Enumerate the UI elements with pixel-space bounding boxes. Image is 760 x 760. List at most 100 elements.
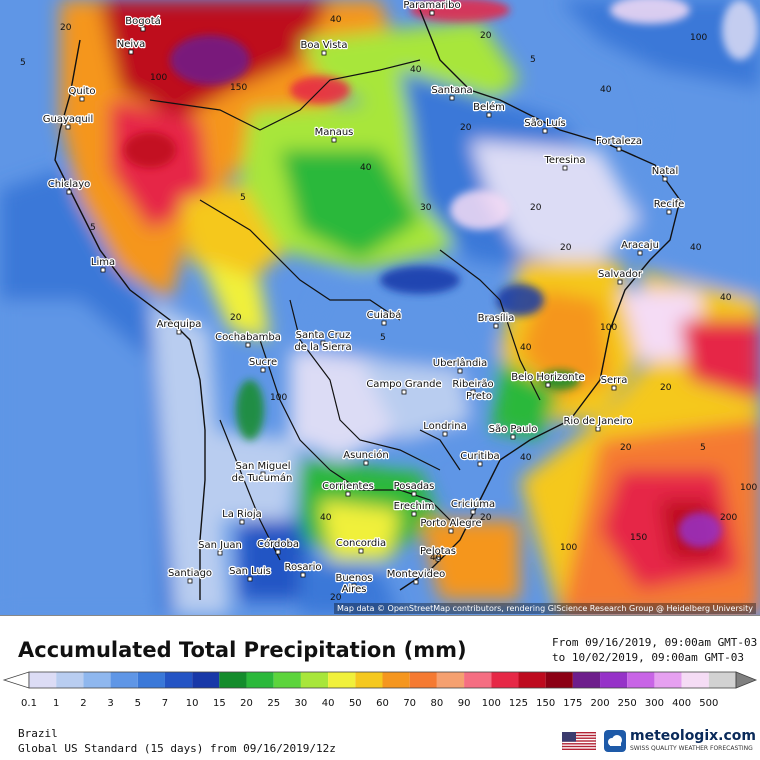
legend-tick-label: 5 xyxy=(135,698,141,709)
city-marker xyxy=(300,572,306,578)
city-marker xyxy=(358,548,364,554)
meteologix-logo[interactable]: meteologix.com SWISS QUALITY WEATHER FOR… xyxy=(604,728,756,758)
legend-swatch xyxy=(409,672,437,688)
city-label: Londrina xyxy=(423,421,467,432)
city-marker xyxy=(321,50,327,56)
legend-tick-label: 20 xyxy=(240,698,253,709)
legend-tick-label: 100 xyxy=(482,698,501,709)
legend-swatch xyxy=(328,672,356,688)
us-flag-icon xyxy=(562,732,596,750)
city-label: Cuiabá xyxy=(367,309,402,321)
city-marker xyxy=(79,96,85,102)
city-label: Manaus xyxy=(315,127,354,138)
city-marker xyxy=(435,556,441,562)
city-marker xyxy=(595,426,601,432)
legend-tick-label: 200 xyxy=(590,698,609,709)
legend-swatch xyxy=(572,672,601,688)
contour-label: 20 xyxy=(330,593,342,603)
city-marker xyxy=(363,460,369,466)
legend-swatch xyxy=(83,672,111,688)
legend-swatch xyxy=(29,672,57,688)
period-from: From 09/16/2019, 09:00am GMT-03 xyxy=(552,636,758,649)
country-borders xyxy=(54,9,681,600)
city-label: Teresina xyxy=(543,155,585,166)
city-marker xyxy=(351,583,357,589)
contour-label: 40 xyxy=(520,343,532,353)
legend-tick-label: 300 xyxy=(645,698,664,709)
period-to: to 10/02/2019, 09:00am GMT-03 xyxy=(552,651,745,664)
city-label: Belém xyxy=(473,101,505,113)
city-label: Lima xyxy=(91,257,115,268)
legend-under-arrow xyxy=(2,671,30,689)
city-marker xyxy=(345,491,351,497)
city-marker xyxy=(470,389,476,395)
legend-swatch xyxy=(464,672,492,688)
cloud-logo-icon xyxy=(604,730,626,752)
city-label: Curitiba xyxy=(460,451,499,462)
city-label: Aires xyxy=(342,584,367,595)
legend-swatch xyxy=(137,672,165,688)
city-label: São Luís xyxy=(524,117,566,129)
city-label: Boa Vista xyxy=(301,40,348,51)
legend-tick-label: 80 xyxy=(431,698,444,709)
contour-label: 20 xyxy=(660,383,672,393)
city-marker xyxy=(65,124,71,130)
legend-swatch xyxy=(164,672,193,688)
city-label: San Juan xyxy=(198,540,242,551)
city-marker xyxy=(411,491,417,497)
legend-swatch xyxy=(654,672,682,688)
city-label: Brasília xyxy=(478,312,515,324)
city-label: Posadas xyxy=(394,481,435,492)
city-label: Neiva xyxy=(117,39,145,50)
legend-frame xyxy=(28,671,737,689)
contour-label: 20 xyxy=(480,31,492,41)
city-marker xyxy=(611,385,617,391)
city-label: Paramaribo xyxy=(403,0,460,11)
city-marker xyxy=(411,511,417,517)
pacific-coastline xyxy=(54,39,206,600)
city-marker xyxy=(140,26,146,32)
contour-label: 150 xyxy=(630,533,647,543)
city-marker xyxy=(217,550,223,556)
contour-label: 40 xyxy=(330,15,342,25)
city-label: Fortaleza xyxy=(596,136,642,147)
legend-tick-label: 1 xyxy=(53,698,59,709)
city-label: La Rioja xyxy=(222,509,262,520)
city-marker xyxy=(449,95,455,101)
city-marker xyxy=(616,146,622,152)
legend-tick-label: 70 xyxy=(403,698,416,709)
city-label: Uberlândia xyxy=(433,357,487,369)
city-label: Campo Grande xyxy=(366,379,441,390)
city-marker xyxy=(245,342,251,348)
legend-bar: 0.1 1 2 3 5 7 10 15 20 25 30 40 50 60 70 80 90 100 125 150 1… xyxy=(2,671,758,709)
contour-label: 40 xyxy=(410,65,422,75)
contour-label: 40 xyxy=(360,163,372,173)
map-canvas: Paramaribo Bogotá Neiva Boa Vista Quito Santa… xyxy=(0,0,760,615)
contour-label: 20 xyxy=(480,513,492,523)
contour-label: 100 xyxy=(600,323,617,333)
contour-label: 5 xyxy=(530,55,536,65)
legend-swatch xyxy=(681,672,709,688)
city-label: Concordia xyxy=(336,538,386,549)
legend-swatch xyxy=(56,672,84,688)
city-label: Ribeirão xyxy=(452,379,493,390)
city-marker xyxy=(320,340,326,346)
city-label: Arequipa xyxy=(157,319,202,330)
precipitation-map: Paramaribo Bogotá Neiva Boa Vista Quito Santa… xyxy=(0,0,760,615)
city-marker xyxy=(331,137,337,143)
city-label: Corrientes xyxy=(322,481,374,492)
contour-label: 20 xyxy=(60,23,72,33)
city-marker xyxy=(510,434,516,440)
city-label: Erechim xyxy=(394,501,435,512)
contour-label: 40 xyxy=(720,293,732,303)
city-label: Porto Alegre xyxy=(420,518,481,529)
city-label: de Tucumán xyxy=(232,472,293,484)
contour-label: 100 xyxy=(690,33,707,43)
forecast-period: From 09/16/2019, 09:00am GMT-03 to 10/02… xyxy=(552,635,757,665)
city-marker xyxy=(401,389,407,395)
city-marker xyxy=(176,329,182,335)
map-labels: Paramaribo Bogotá Neiva Boa Vista Quito Santa… xyxy=(20,0,757,603)
contour-label: 5 xyxy=(700,443,706,453)
legend-tick-label: 0.1 xyxy=(21,698,37,709)
legend-tick-label: 40 xyxy=(322,698,335,709)
